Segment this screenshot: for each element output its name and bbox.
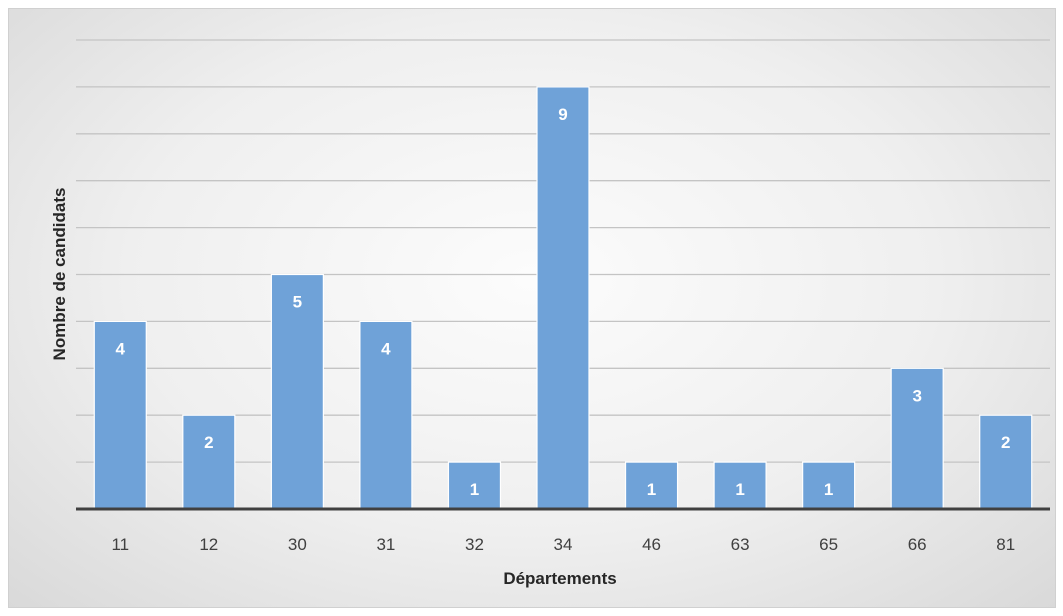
bar-66 — [890, 367, 944, 510]
x-tick-label-46: 46 — [642, 535, 661, 554]
data-label-46: 1 — [647, 480, 656, 499]
data-label-66: 3 — [912, 386, 921, 405]
x-tick-label-65: 65 — [819, 535, 838, 554]
bar-63 — [713, 461, 767, 510]
bar-11 — [93, 320, 147, 510]
data-label-32: 1 — [470, 480, 479, 499]
data-label-81: 2 — [1001, 433, 1010, 452]
bar-12 — [182, 414, 236, 510]
x-tick-label-63: 63 — [731, 535, 750, 554]
bar-32 — [447, 461, 502, 510]
data-label-31: 4 — [381, 339, 391, 358]
x-tick-label-11: 11 — [111, 535, 129, 554]
x-axis-title: Départements — [503, 569, 616, 588]
bar-31 — [359, 320, 413, 510]
x-tick-label-12: 12 — [199, 535, 218, 554]
data-labels: 4 2 5 4 1 9 1 1 1 3 2 — [116, 105, 1011, 499]
bars — [93, 86, 1033, 510]
x-tick-label-30: 30 — [288, 535, 307, 554]
x-tick-label-31: 31 — [376, 535, 395, 554]
x-tick-label-32: 32 — [465, 535, 484, 554]
data-label-30: 5 — [293, 293, 302, 312]
bar-34 — [536, 86, 590, 510]
bar-46 — [624, 461, 679, 510]
data-label-63: 1 — [735, 480, 744, 499]
bar-81 — [979, 414, 1033, 510]
data-label-11: 4 — [116, 339, 126, 358]
x-tick-label-34: 34 — [554, 535, 573, 554]
x-tick-labels: 11 12 30 31 32 34 46 63 65 66 81 — [111, 535, 1015, 554]
y-axis-title: Nombre de candidats — [50, 188, 69, 361]
data-label-12: 2 — [204, 433, 213, 452]
data-label-65: 1 — [824, 480, 833, 499]
data-label-34: 9 — [558, 105, 567, 124]
x-tick-label-66: 66 — [908, 535, 927, 554]
x-tick-label-81: 81 — [996, 535, 1015, 554]
